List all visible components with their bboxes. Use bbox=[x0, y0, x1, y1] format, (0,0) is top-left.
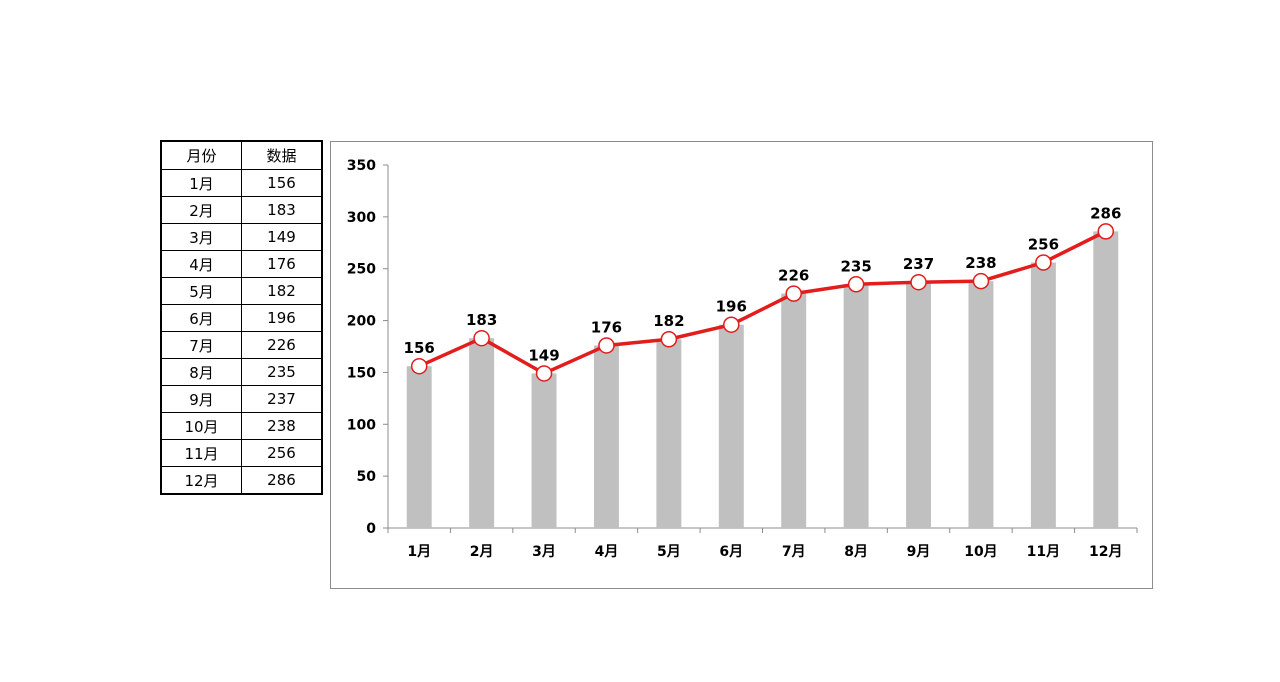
table-header-row: 月份 数据 bbox=[160, 140, 323, 170]
table-row: 12月 286 bbox=[160, 466, 323, 495]
table-row: 1月 156 bbox=[160, 169, 323, 197]
data-label: 235 bbox=[840, 257, 871, 275]
value-cell: 196 bbox=[241, 304, 323, 332]
data-label: 256 bbox=[1028, 235, 1059, 253]
x-tick-label: 9月 bbox=[907, 544, 931, 560]
month-cell: 12月 bbox=[160, 466, 242, 495]
table-row: 11月 256 bbox=[160, 439, 323, 467]
bar bbox=[469, 338, 495, 528]
x-tick-label: 10月 bbox=[964, 544, 997, 560]
value-cell: 226 bbox=[241, 331, 323, 359]
table-row: 9月 237 bbox=[160, 385, 323, 413]
data-label: 156 bbox=[404, 339, 435, 357]
y-tick-label: 100 bbox=[347, 417, 376, 433]
month-cell: 5月 bbox=[160, 277, 242, 305]
table-row: 7月 226 bbox=[160, 331, 323, 359]
line-point bbox=[598, 337, 615, 354]
x-tick-label: 5月 bbox=[657, 544, 681, 560]
month-cell: 4月 bbox=[160, 250, 242, 278]
y-tick-label: 50 bbox=[357, 469, 377, 485]
y-tick-label: 250 bbox=[347, 262, 376, 278]
month-cell: 3月 bbox=[160, 223, 242, 251]
y-tick-label: 300 bbox=[347, 210, 376, 226]
bar bbox=[843, 284, 869, 528]
value-cell: 183 bbox=[241, 196, 323, 224]
table-row: 10月 238 bbox=[160, 412, 323, 440]
bar bbox=[968, 281, 994, 528]
month-cell: 7月 bbox=[160, 331, 242, 359]
x-tick-label: 1月 bbox=[407, 544, 431, 560]
chart-area: 0 50 100 150 200 250 300 350 1月 2月 3月 4月 5月 6月 7月 8月 9月 1… bbox=[330, 141, 1153, 589]
line-point bbox=[910, 273, 927, 291]
combo-chart: 0 50 100 150 200 250 300 350 1月 2月 3月 4月 5月 6月 7月 8月 9月 1… bbox=[347, 158, 1138, 560]
line-point bbox=[1097, 223, 1115, 240]
value-cell: 237 bbox=[241, 385, 323, 413]
value-cell: 156 bbox=[241, 169, 323, 197]
bar bbox=[1030, 262, 1056, 528]
data-label: 237 bbox=[903, 255, 934, 273]
value-cell: 286 bbox=[241, 466, 323, 495]
line-point bbox=[1035, 254, 1052, 271]
bar bbox=[593, 345, 619, 528]
y-tick-label: 150 bbox=[347, 365, 376, 381]
header-value: 数据 bbox=[241, 140, 323, 170]
x-tick-label: 7月 bbox=[782, 544, 806, 560]
month-cell: 6月 bbox=[160, 304, 242, 332]
value-cell: 235 bbox=[241, 358, 323, 386]
x-tick-label: 4月 bbox=[595, 544, 619, 560]
x-tick-label: 3月 bbox=[532, 544, 556, 560]
bar bbox=[906, 282, 932, 528]
data-label: 183 bbox=[466, 311, 497, 329]
line-point bbox=[535, 365, 553, 382]
data-label: 176 bbox=[591, 318, 622, 336]
table-row: 3月 149 bbox=[160, 223, 323, 251]
month-cell: 9月 bbox=[160, 385, 242, 413]
header-month: 月份 bbox=[160, 140, 242, 170]
month-cell: 11月 bbox=[160, 439, 242, 467]
table-row: 4月 176 bbox=[160, 250, 323, 278]
month-cell: 1月 bbox=[160, 169, 242, 197]
data-table: 月份 数据 1月 156 2月 183 3月 149 4月 176 5月 182 6月 196 7月 22… bbox=[160, 140, 323, 495]
data-label: 149 bbox=[528, 346, 559, 364]
bar bbox=[531, 373, 557, 528]
x-tick-label: 6月 bbox=[719, 544, 743, 560]
x-tick-label: 12月 bbox=[1089, 544, 1122, 560]
bar bbox=[656, 339, 682, 528]
series-line bbox=[418, 229, 1107, 376]
value-cell: 176 bbox=[241, 250, 323, 278]
x-tick-label: 2月 bbox=[470, 544, 494, 560]
data-label: 196 bbox=[716, 298, 747, 316]
value-cell: 182 bbox=[241, 277, 323, 305]
y-tick-label: 350 bbox=[347, 158, 376, 174]
bar bbox=[781, 293, 807, 528]
line-point bbox=[785, 285, 802, 302]
bar bbox=[718, 324, 744, 528]
line-point bbox=[972, 272, 990, 290]
x-tick-label: 11月 bbox=[1027, 544, 1060, 560]
value-cell: 256 bbox=[241, 439, 323, 467]
line-point bbox=[723, 316, 740, 333]
table-row: 5月 182 bbox=[160, 277, 323, 305]
y-tick-label: 200 bbox=[347, 314, 376, 330]
line-point bbox=[410, 357, 428, 375]
value-cell: 238 bbox=[241, 412, 323, 440]
bar bbox=[1093, 231, 1119, 528]
month-cell: 10月 bbox=[160, 412, 242, 440]
line-point bbox=[660, 330, 678, 348]
table-row: 6月 196 bbox=[160, 304, 323, 332]
x-tick-label: 8月 bbox=[844, 544, 868, 560]
month-cell: 2月 bbox=[160, 196, 242, 224]
data-label: 238 bbox=[965, 254, 996, 272]
y-tick-label: 0 bbox=[366, 521, 376, 537]
data-label: 286 bbox=[1090, 204, 1121, 222]
line-point bbox=[473, 329, 490, 347]
line-point bbox=[847, 276, 865, 293]
value-cell: 149 bbox=[241, 223, 323, 251]
data-label: 182 bbox=[653, 312, 684, 330]
month-cell: 8月 bbox=[160, 358, 242, 386]
table-row: 8月 235 bbox=[160, 358, 323, 386]
data-label: 226 bbox=[778, 267, 809, 285]
bar bbox=[406, 366, 432, 528]
table-row: 2月 183 bbox=[160, 196, 323, 224]
